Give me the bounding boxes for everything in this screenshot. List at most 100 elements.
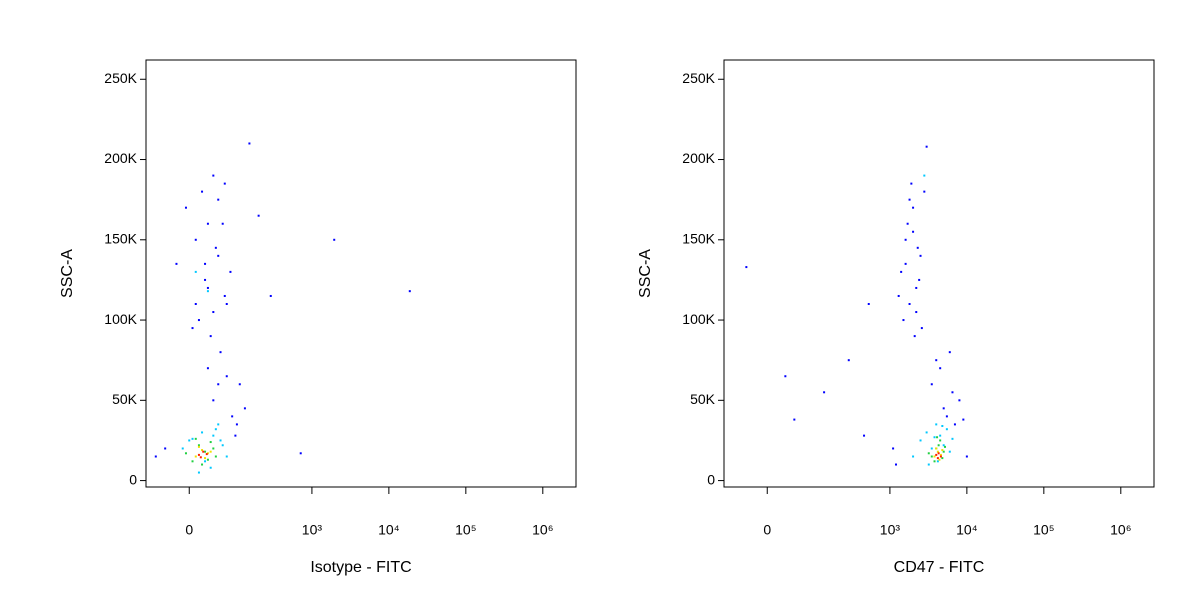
point xyxy=(927,463,930,466)
y-tick-label: 50K xyxy=(112,391,138,407)
point xyxy=(945,428,948,431)
point xyxy=(939,453,942,456)
point xyxy=(204,457,207,460)
point xyxy=(935,453,938,456)
point xyxy=(205,453,208,456)
point xyxy=(212,311,215,314)
point xyxy=(201,190,204,193)
point xyxy=(214,246,217,249)
y-tick-label: 100K xyxy=(104,311,137,327)
point xyxy=(217,198,220,201)
point xyxy=(923,190,926,193)
panel: 0 50K 100K 150K 200K 250K 0 10³ 10⁴ 10⁵ 10⁶ CD47 - … xyxy=(637,59,1155,576)
y-tick-label: 50K xyxy=(690,391,716,407)
point xyxy=(939,367,942,370)
point xyxy=(243,407,246,410)
point xyxy=(214,455,217,458)
point xyxy=(194,270,197,273)
point xyxy=(225,455,228,458)
point xyxy=(745,266,748,269)
x-axis-label: Isotype - FITC xyxy=(310,559,411,576)
point xyxy=(867,303,870,305)
x-tick-label: 10⁵ xyxy=(1033,522,1054,538)
point xyxy=(939,455,942,458)
point xyxy=(212,434,215,437)
point xyxy=(188,439,191,442)
point xyxy=(191,437,194,440)
point xyxy=(204,450,207,453)
point xyxy=(927,452,930,455)
point xyxy=(194,303,197,305)
point xyxy=(238,383,241,386)
x-tick-label: 10⁴ xyxy=(378,522,400,538)
point xyxy=(212,399,215,402)
point xyxy=(154,455,157,458)
panel: 0 50K 100K 150K 200K 250K 0 10³ 10⁴ 10⁵ 10⁶ Isotype… xyxy=(59,59,577,576)
point xyxy=(933,460,936,463)
point xyxy=(919,254,922,257)
point xyxy=(223,294,226,297)
point xyxy=(919,439,922,442)
point xyxy=(912,230,915,233)
point xyxy=(930,455,933,458)
point xyxy=(937,444,940,447)
point xyxy=(206,290,209,293)
point xyxy=(906,222,909,225)
point xyxy=(936,436,939,439)
point xyxy=(217,423,220,426)
point xyxy=(194,238,197,241)
point xyxy=(209,441,212,444)
point xyxy=(191,327,194,330)
point xyxy=(937,452,940,455)
point xyxy=(933,455,936,458)
point xyxy=(935,447,938,450)
point xyxy=(863,434,866,437)
point xyxy=(223,182,226,185)
point xyxy=(933,436,936,439)
point xyxy=(942,444,945,447)
point xyxy=(219,439,222,442)
point xyxy=(184,452,187,455)
y-tick-label: 150K xyxy=(104,230,137,246)
point xyxy=(221,222,224,225)
point xyxy=(197,445,200,448)
point xyxy=(191,460,194,463)
point xyxy=(904,262,907,265)
point xyxy=(951,391,954,394)
plot-frame xyxy=(723,59,1155,488)
point xyxy=(941,457,944,460)
point xyxy=(942,450,945,453)
point xyxy=(194,437,197,440)
point xyxy=(930,447,933,450)
point xyxy=(793,418,796,421)
point xyxy=(939,434,942,437)
point xyxy=(908,198,911,201)
x-tick-label: 10⁶ xyxy=(1110,522,1131,538)
point xyxy=(248,142,251,145)
point xyxy=(892,447,895,450)
point xyxy=(923,174,926,177)
point xyxy=(895,463,898,466)
point xyxy=(942,407,945,410)
point xyxy=(408,290,411,293)
point xyxy=(184,206,187,209)
point xyxy=(965,455,968,458)
point xyxy=(225,375,228,378)
y-tick-label: 200K xyxy=(104,150,137,166)
y-tick-label: 0 xyxy=(129,471,137,487)
point xyxy=(221,444,224,447)
point xyxy=(197,319,200,322)
point xyxy=(235,423,238,426)
point xyxy=(217,254,220,257)
y-tick-label: 200K xyxy=(682,150,715,166)
point xyxy=(209,335,212,338)
y-axis-label: SSC-A xyxy=(637,249,654,298)
y-tick-label: 250K xyxy=(104,70,137,86)
point xyxy=(915,311,918,314)
x-tick-label: 10⁴ xyxy=(956,522,978,538)
point xyxy=(945,415,948,418)
point xyxy=(953,423,956,426)
x-axis-label: CD47 - FITC xyxy=(894,559,985,576)
point xyxy=(212,174,215,177)
